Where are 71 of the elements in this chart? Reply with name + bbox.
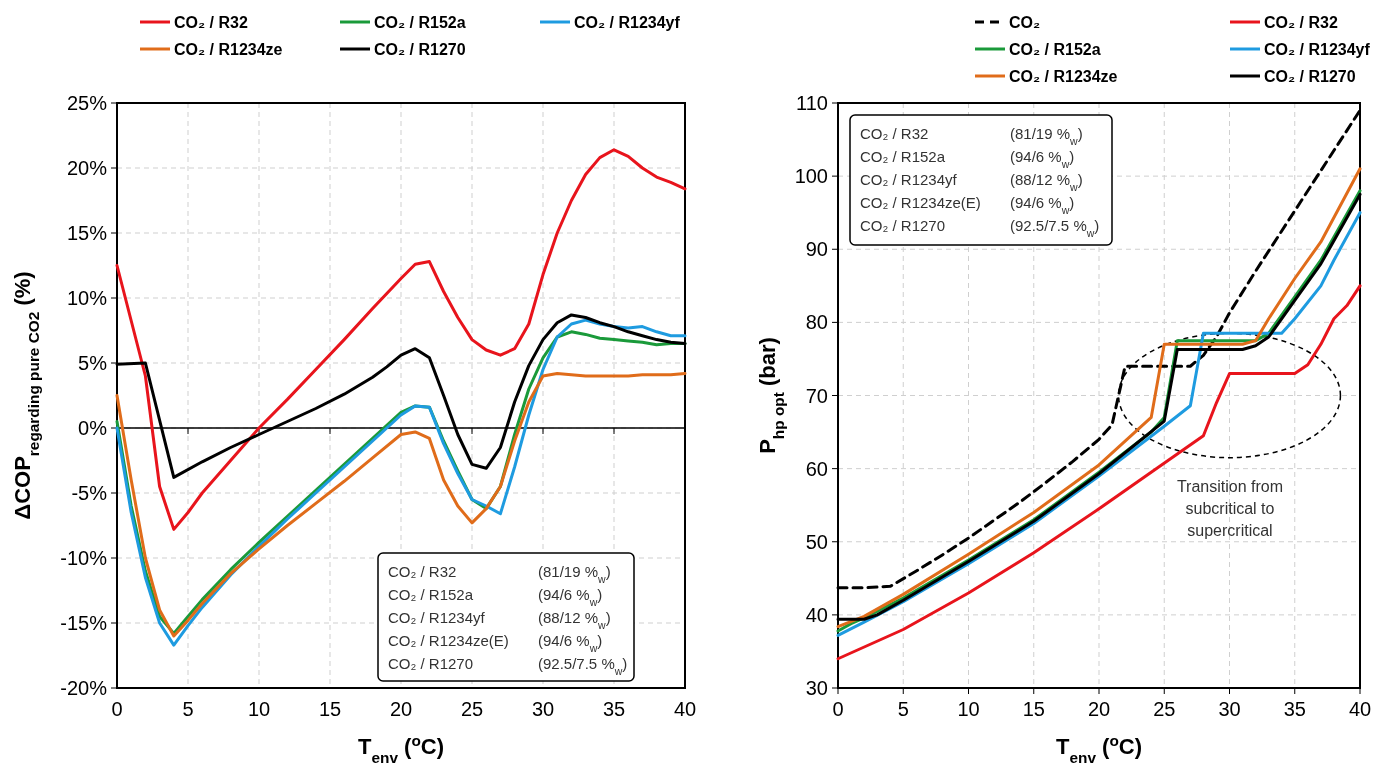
legend-label: CO₂ / R1234yf — [574, 14, 681, 31]
x-tick-label: 35 — [1283, 698, 1306, 720]
x-tick-label: 5 — [897, 698, 909, 720]
annotation: (94/6 %$_{w}$) — [1010, 148, 1075, 170]
annotation: CO₂ / R152a — [860, 148, 946, 165]
y-tick-label: 15% — [66, 222, 108, 244]
x-tick-label: 30 — [1218, 698, 1241, 720]
y-tick-label: 20% — [66, 157, 108, 179]
y-tick-label: -15% — [60, 612, 108, 634]
y-tick-label: 90 — [805, 238, 828, 261]
x-tick-label: 30 — [531, 698, 555, 720]
legend-label: CO₂ / R152a — [374, 14, 466, 31]
x-tick-label: 0 — [111, 698, 123, 720]
y-tick-label: -20% — [60, 677, 108, 699]
y-tick-label: 50 — [805, 530, 828, 553]
annotation: (94/6 %$_{w}$) — [538, 632, 603, 654]
y-tick-label: 110 — [796, 92, 828, 114]
x-tick-label: 15 — [1022, 698, 1045, 720]
annotation: CO₂ / R1234ze(E) — [388, 632, 509, 649]
y-tick-label: 40 — [805, 603, 828, 626]
legend-label: CO₂ / R152a — [1009, 41, 1101, 58]
y-tick-label: 30 — [805, 677, 828, 699]
y-tick-label: 80 — [805, 311, 828, 334]
x-tick-label: 0 — [832, 698, 844, 720]
y-tick-label: 5% — [78, 352, 108, 374]
legend-label: CO₂ / R1270 — [374, 41, 466, 58]
y-tick-label: 10% — [66, 287, 108, 309]
annotation: Transition from subcritical to supercritical — [1176, 478, 1284, 539]
x-tick-label: 25 — [460, 698, 484, 720]
annotation: CO₂ / R1234ze(E) — [860, 194, 981, 211]
y-tick-label: 70 — [805, 384, 828, 407]
x-tick-label: 40 — [1348, 698, 1372, 720]
annotation: (88/12 %$_{w}$) — [538, 609, 611, 631]
y-tick-label: -5% — [71, 482, 108, 504]
x-tick-label: 40 — [673, 698, 697, 720]
legend-label: CO₂ / R32 — [1264, 14, 1338, 31]
annotation: CO₂ / R1234yf — [860, 171, 958, 188]
legend-label: CO₂ — [1009, 14, 1041, 31]
y-tick-label: 0% — [78, 417, 108, 439]
annotation: CO₂ / R1270 — [388, 655, 474, 672]
annotation: CO₂ / R1270 — [860, 217, 946, 234]
x-tick-label: 35 — [602, 698, 626, 720]
x-axis-title: T$_{env}$ ($^{o}$C) — [1055, 731, 1143, 766]
x-tick-label: 5 — [182, 698, 194, 720]
legend-label: CO₂ / R1234ze — [174, 41, 283, 58]
x-tick-label: 25 — [1153, 698, 1176, 720]
annotation: CO₂ / R32 — [860, 125, 929, 142]
x-tick-label: 20 — [1087, 698, 1111, 720]
x-tick-label: 10 — [247, 698, 271, 720]
annotation: (94/6 %$_{w}$) — [538, 586, 603, 608]
annotation: (92.5/7.5 %$_{w}$) — [538, 655, 628, 677]
legend-label: CO₂ / R1270 — [1264, 68, 1356, 85]
x-tick-label: 10 — [957, 698, 980, 720]
y-tick-label: 100 — [794, 165, 828, 188]
x-axis-title: T$_{env}$ ($^{o}$C) — [357, 731, 445, 766]
annotation: (81/19 %$_{w}$) — [538, 563, 611, 585]
annotation: (81/19 %$_{w}$) — [1010, 125, 1083, 147]
annotation: (94/6 %$_{w}$) — [1010, 194, 1075, 216]
annotation: CO₂ / R1234yf — [388, 609, 486, 626]
legend-label: CO₂ / R32 — [174, 14, 248, 31]
annotation: CO₂ / R152a — [388, 586, 474, 603]
annotation: (88/12 %$_{w}$) — [1010, 171, 1083, 193]
annotation: (92.5/7.5 %$_{w}$) — [1010, 217, 1100, 239]
x-tick-label: 20 — [389, 698, 413, 720]
y-tick-label: -10% — [60, 547, 108, 569]
annotation: CO₂ / R32 — [388, 563, 457, 580]
legend-label: CO₂ / R1234ze — [1009, 68, 1118, 85]
legend-label: CO₂ / R1234yf — [1264, 41, 1371, 58]
y-tick-label: 25% — [66, 92, 108, 114]
x-tick-label: 15 — [318, 698, 342, 720]
y-tick-label: 60 — [805, 457, 828, 480]
